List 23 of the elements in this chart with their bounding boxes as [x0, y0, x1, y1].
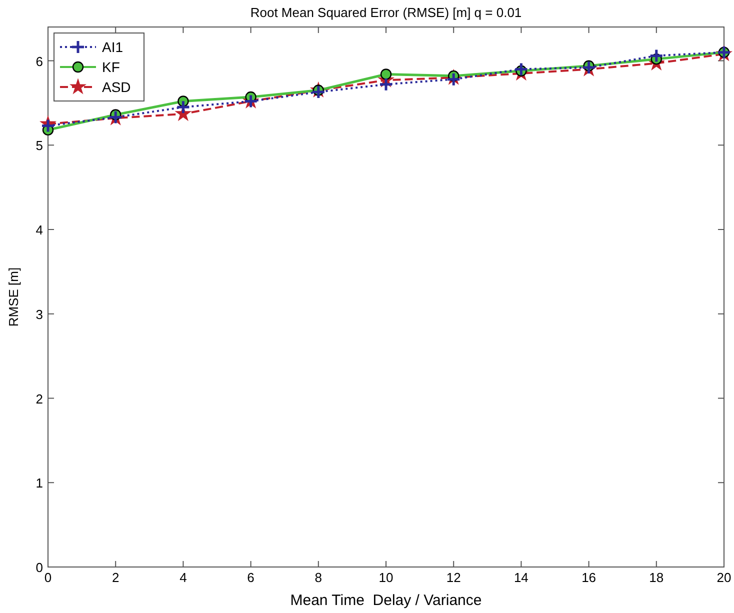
x-tick-label: 4: [180, 570, 187, 585]
y-axis-title: RMSE [m]: [6, 267, 21, 327]
x-tick-label: 12: [446, 570, 461, 585]
legend-label: KF: [102, 59, 120, 75]
y-tick-label: 6: [36, 54, 43, 69]
legend-label: ASD: [102, 79, 131, 95]
y-tick-label: 1: [36, 476, 43, 491]
y-tick-label: 3: [36, 306, 43, 322]
x-tick-label: 8: [314, 570, 322, 585]
x-tick-label: 10: [378, 570, 394, 585]
legend-label: AI1: [102, 39, 124, 55]
x-tick-label: 16: [582, 570, 596, 585]
x-tick-label: 14: [514, 570, 528, 585]
x-tick-label: 6: [247, 570, 254, 585]
y-tick-label: 0: [36, 560, 43, 575]
x-tick-label: 20: [716, 570, 732, 585]
x-tick-label: 18: [649, 570, 664, 585]
chart-title: Root Mean Squared Error (RMSE) [m] q = 0.01: [250, 5, 522, 20]
y-tick-label: 5: [36, 138, 43, 154]
y-tick-label: 2: [36, 391, 43, 406]
x-tick-label: 2: [112, 570, 120, 585]
x-axis-title: Mean Time Delay / Variance: [290, 592, 482, 609]
y-tick-label: 4: [36, 222, 43, 238]
